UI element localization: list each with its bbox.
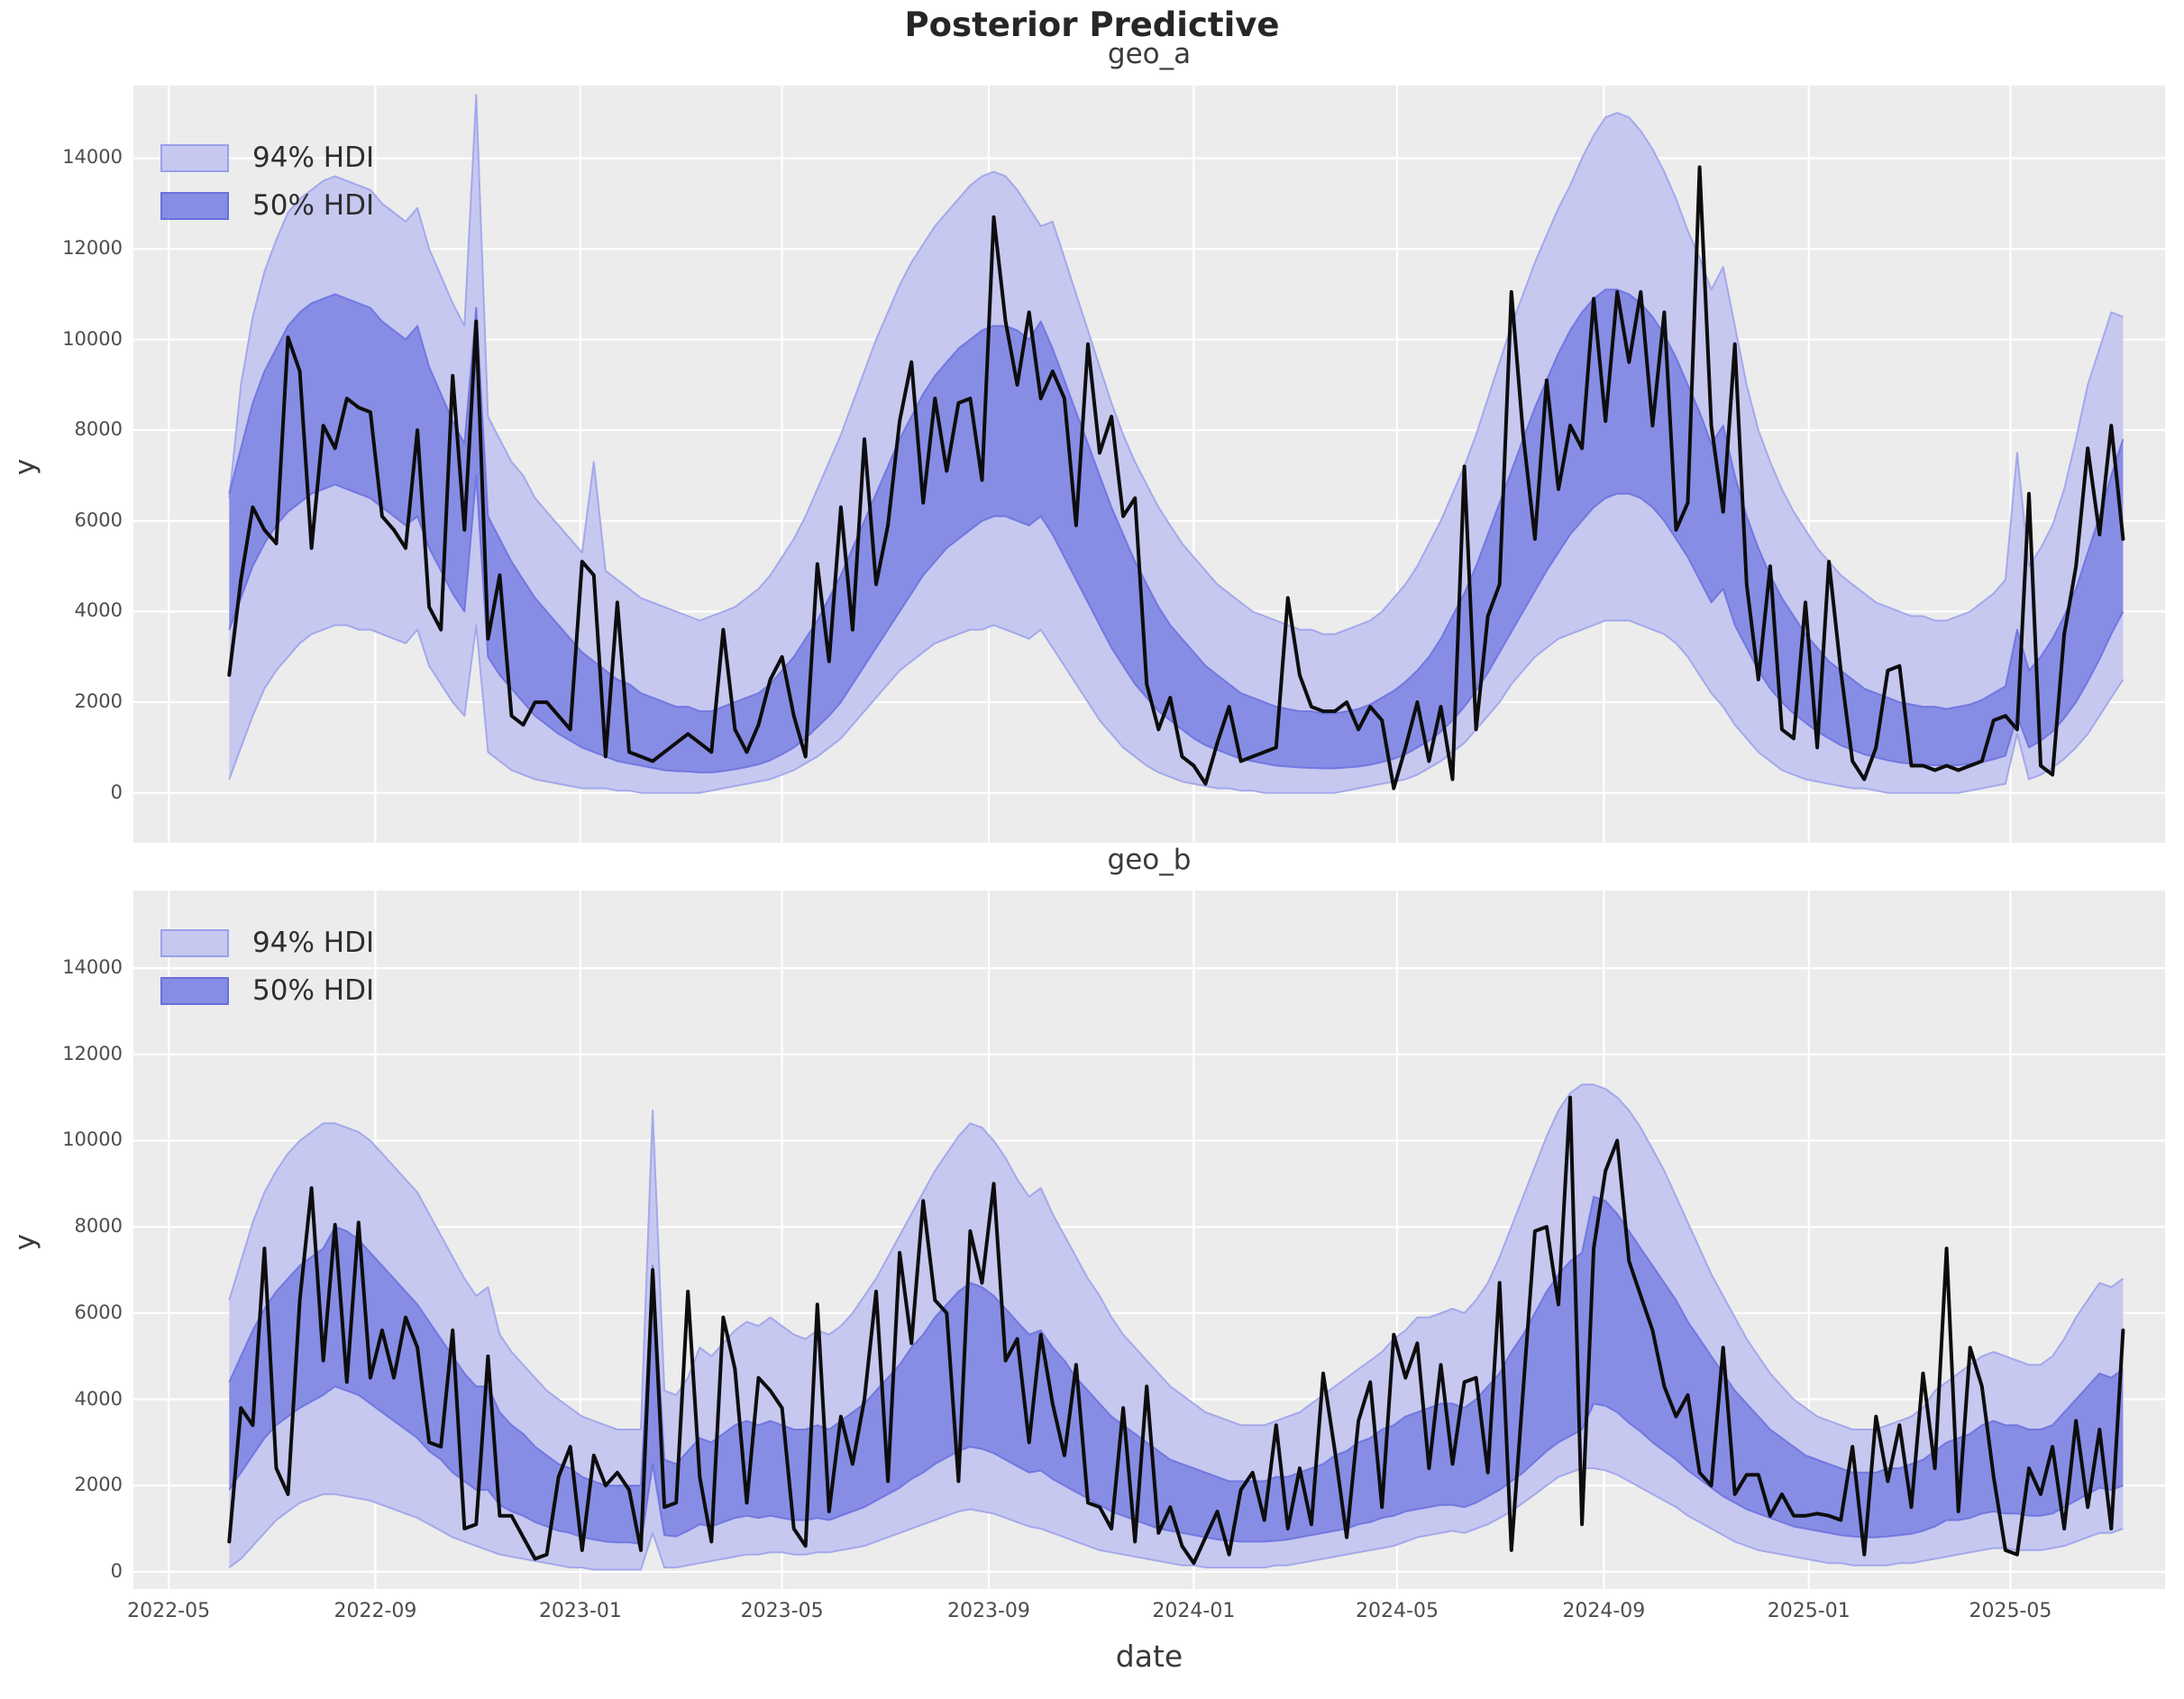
x-tick-label: 2025-01 (1767, 1600, 1850, 1622)
hdi94-band-upper-edge (228, 1083, 2124, 1430)
plot-canvas (133, 86, 2165, 843)
observed-line (227, 165, 2125, 790)
x-tick-label: 2024-01 (1152, 1600, 1236, 1622)
x-axis-label: date (1115, 1639, 1183, 1674)
y-tick-label: 14000 (62, 956, 123, 979)
y-tick-label: 4000 (74, 1387, 123, 1410)
subplot-title-geo-a: geo_a (1107, 38, 1192, 70)
hdi94-swatch (160, 143, 229, 172)
hdi94-swatch (160, 928, 229, 957)
legend-label-94-hdi: 94% HDI (252, 927, 375, 959)
figure-title: Posterior Predictive (904, 5, 1280, 44)
y-tick-label: 14000 (62, 146, 123, 169)
x-tick-label: 2025-05 (1969, 1600, 2052, 1622)
legend-item-94-hdi: 94% HDI (160, 142, 374, 174)
hdi50-swatch (160, 976, 229, 1005)
legend-label-50-hdi: 50% HDI (252, 974, 375, 1007)
hdi50-swatch (160, 191, 229, 220)
hdi94-band-lower-edge (228, 1467, 2124, 1571)
hdi50-band-area (229, 1196, 2124, 1544)
x-tick-label: 2024-05 (1356, 1600, 1439, 1622)
y-tick-label: 8000 (74, 418, 123, 441)
y-tick-label: 12000 (62, 237, 123, 260)
plot-canvas (133, 891, 2165, 1589)
x-tick-label: 2023-09 (946, 1600, 1030, 1622)
y-tick-label: 2000 (74, 1474, 123, 1496)
y-tick-label: 0 (110, 781, 123, 803)
y-tick-label: 6000 (74, 1301, 123, 1323)
plot-geo-a: 94% HDI 50% HDI (133, 86, 2165, 843)
y-axis-label-geo-a: y (9, 458, 41, 476)
x-tick-label: 2023-01 (538, 1600, 622, 1622)
y-tick-label: 0 (110, 1559, 123, 1582)
y-tick-label: 6000 (74, 508, 123, 531)
x-tick-label: 2022-05 (127, 1600, 211, 1622)
hdi94-band-area (229, 95, 2124, 793)
x-tick-label: 2022-09 (334, 1600, 417, 1622)
hdi94-band-upper-edge (228, 94, 2124, 635)
y-tick-label: 4000 (74, 599, 123, 622)
hdi50-band-upper-edge (228, 1195, 2124, 1487)
legend-item-94-hdi: 94% HDI (160, 927, 374, 959)
x-tick-label: 2024-09 (1562, 1600, 1646, 1622)
legend-item-50-hdi: 50% HDI (160, 189, 374, 222)
hdi94-band-lower-edge (228, 619, 2125, 794)
y-tick-label: 12000 (62, 1042, 123, 1064)
subplot-title-geo-b: geo_b (1107, 844, 1192, 876)
y-tick-label: 8000 (74, 1215, 123, 1238)
y-tick-label: 10000 (62, 327, 123, 350)
legend-geo-a: 94% HDI 50% HDI (160, 142, 374, 222)
legend-item-50-hdi: 50% HDI (160, 974, 374, 1007)
legend-label-50-hdi: 50% HDI (252, 189, 375, 222)
legend-geo-b: 94% HDI 50% HDI (160, 927, 374, 1007)
legend-label-94-hdi: 94% HDI (252, 142, 375, 174)
y-tick-label: 10000 (62, 1128, 123, 1151)
y-tick-label: 2000 (74, 690, 123, 713)
observed-line (227, 1095, 2125, 1566)
x-tick-label: 2023-05 (740, 1600, 824, 1622)
plot-geo-b: 94% HDI 50% HDI (133, 891, 2165, 1589)
